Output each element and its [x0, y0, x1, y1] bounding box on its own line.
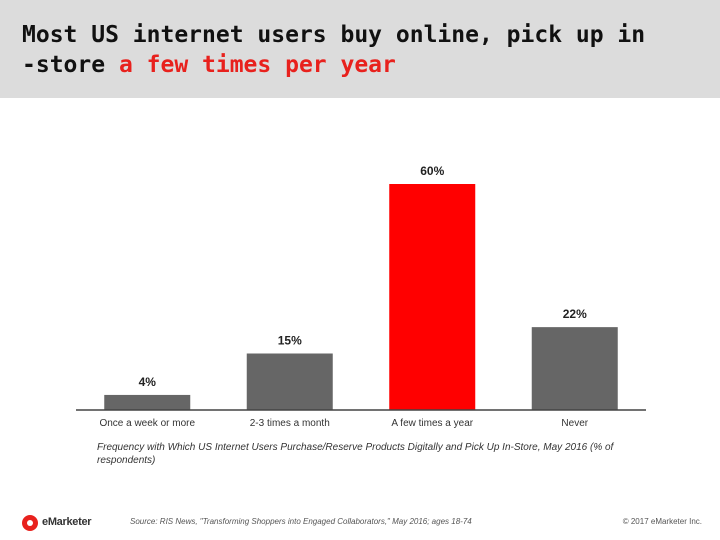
emarketer-logo-icon: [22, 515, 38, 531]
title-line-1: Most US internet users buy online, pick …: [22, 22, 646, 48]
bar-4: [531, 327, 618, 410]
bar-chart: 4% Once a week or more 15% 2-3 times a mont…: [76, 164, 646, 429]
emarketer-logo: eMarketer: [22, 513, 132, 535]
category-label-1: Once a week or more: [99, 418, 195, 429]
title-line-2-prefix: -store: [22, 52, 119, 78]
value-label-3: 60%: [420, 164, 444, 178]
bar-1: [104, 394, 191, 410]
value-label-1: 4%: [139, 375, 157, 389]
logo-text: eMarketer: [42, 516, 92, 528]
category-label-4: Never: [561, 418, 588, 429]
title-line-2-accent: a few times per year: [118, 52, 396, 78]
header-band: Most US internet users buy online, pick …: [0, 0, 720, 98]
value-label-4: 22%: [563, 307, 587, 321]
footer: eMarketer Source: RIS News, "Transformin…: [0, 505, 720, 540]
value-label-2: 15%: [278, 334, 302, 348]
bar-3: [389, 184, 476, 410]
category-label-2: 2-3 times a month: [250, 418, 330, 429]
page-title: Most US internet users buy online, pick …: [22, 20, 712, 80]
category-label-3: A few times a year: [391, 418, 473, 429]
bar-2: [246, 353, 333, 410]
source-note: Source: RIS News, "Transforming Shoppers…: [130, 517, 472, 526]
chart-subtitle: Frequency with Which US Internet Users P…: [97, 442, 614, 466]
copyright: © 2017 eMarketer Inc.: [622, 517, 702, 526]
